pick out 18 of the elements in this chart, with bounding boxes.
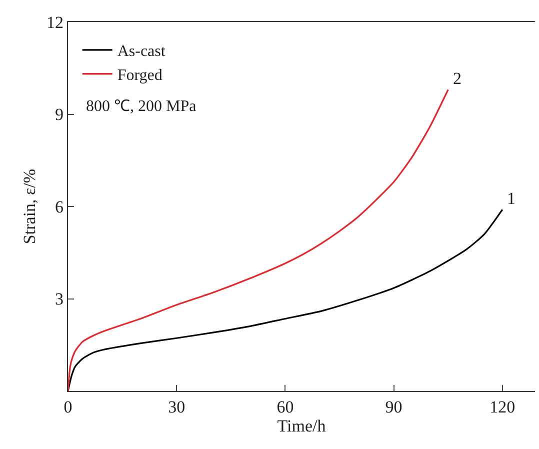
x-tick-label: 0 (64, 398, 72, 416)
legend-label: Forged (117, 67, 162, 84)
x-tick-label: 60 (276, 398, 294, 416)
line-series (68, 208, 504, 391)
x-tick-label: 30 (168, 398, 186, 416)
y-tick-label: 3 (55, 290, 64, 309)
annotation: 800 ℃, 200 MPa (86, 98, 196, 115)
line-series (68, 88, 449, 391)
annotation: 2 (453, 69, 462, 88)
x-tick-label: 120 (490, 398, 516, 416)
y-tick-label: 9 (55, 105, 64, 124)
legend-label: As-cast (117, 43, 166, 60)
annotation: 1 (507, 189, 516, 208)
x-axis-title: Time/h (277, 416, 326, 436)
y-tick-label: 12 (46, 12, 64, 32)
y-axis-title: Strain, ε/% (20, 168, 40, 244)
x-tick-label: 90 (385, 398, 402, 416)
y-tick-label: 6 (55, 197, 64, 216)
